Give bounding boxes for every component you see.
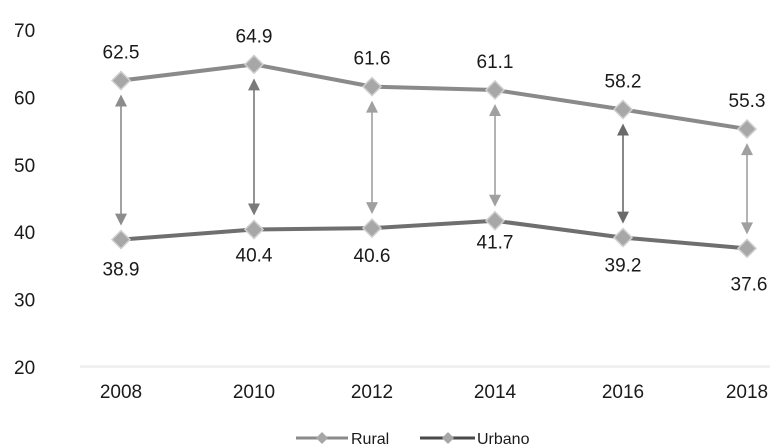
data-label-rural: 61.1 bbox=[477, 52, 514, 73]
series-line-rural bbox=[120, 62, 748, 132]
gap-arrow-head-up bbox=[489, 103, 501, 116]
x-tick-label: 2016 bbox=[602, 382, 644, 403]
x-tick-label: 2012 bbox=[351, 382, 393, 403]
data-point-rural bbox=[736, 119, 758, 140]
data-point-urbano bbox=[243, 219, 265, 240]
x-tick-label: 2008 bbox=[100, 382, 142, 403]
gap-arrow-head-up bbox=[248, 78, 260, 91]
y-tick-label: 50 bbox=[14, 156, 35, 177]
gap-arrow-head-down bbox=[248, 203, 260, 216]
data-label-urbano: 40.4 bbox=[236, 246, 273, 267]
legend-label-urbano: Urbano bbox=[477, 431, 530, 448]
gap-arrow-head-down bbox=[115, 213, 127, 226]
gap-arrow-head-down bbox=[489, 194, 501, 207]
legend-marker-urbano bbox=[442, 432, 454, 444]
y-tick-label: 70 bbox=[14, 21, 35, 42]
x-tick-label: 2014 bbox=[474, 382, 517, 403]
baseline bbox=[80, 365, 770, 368]
data-label-urbano: 40.6 bbox=[354, 246, 391, 267]
data-point-urbano bbox=[736, 238, 758, 259]
gap-arrow-head-down bbox=[366, 202, 378, 215]
data-label-urbano: 37.6 bbox=[731, 274, 768, 295]
y-tick-label: 40 bbox=[14, 223, 35, 244]
data-label-rural: 55.3 bbox=[729, 91, 766, 112]
legend-label-rural: Rural bbox=[351, 431, 389, 448]
series-line-urbano bbox=[120, 218, 748, 251]
data-point-urbano bbox=[110, 229, 132, 250]
legend-marker-rural bbox=[316, 432, 328, 444]
data-point-rural bbox=[361, 76, 383, 97]
data-point-urbano bbox=[484, 210, 506, 231]
gap-arrow-head-down bbox=[741, 222, 753, 235]
data-point-rural bbox=[243, 54, 265, 75]
data-point-rural bbox=[484, 79, 506, 101]
gap-arrow-head-down bbox=[617, 211, 629, 224]
data-point-urbano bbox=[612, 227, 634, 248]
gap-arrow-head-up bbox=[617, 123, 629, 136]
gap-arrow-head-up bbox=[741, 143, 753, 156]
data-label-urbano: 41.7 bbox=[477, 233, 514, 254]
data-point-rural bbox=[110, 70, 132, 91]
x-tick-label: 2010 bbox=[233, 382, 275, 403]
data-label-rural: 58.2 bbox=[605, 72, 642, 93]
data-label-urbano: 39.2 bbox=[605, 256, 642, 277]
y-tick-label: 20 bbox=[14, 358, 35, 379]
y-tick-label: 30 bbox=[14, 291, 35, 312]
data-label-rural: 62.5 bbox=[103, 43, 140, 64]
data-label-rural: 64.9 bbox=[236, 26, 273, 47]
gap-arrow-head-up bbox=[115, 94, 127, 107]
x-tick-label: 2018 bbox=[726, 382, 768, 403]
gap-arrow-head-up bbox=[366, 100, 378, 113]
data-label-urbano: 38.9 bbox=[103, 260, 140, 281]
data-label-rural: 61.6 bbox=[354, 49, 391, 70]
data-point-rural bbox=[612, 99, 634, 120]
y-tick-label: 60 bbox=[14, 88, 35, 109]
data-point-urbano bbox=[361, 218, 383, 239]
